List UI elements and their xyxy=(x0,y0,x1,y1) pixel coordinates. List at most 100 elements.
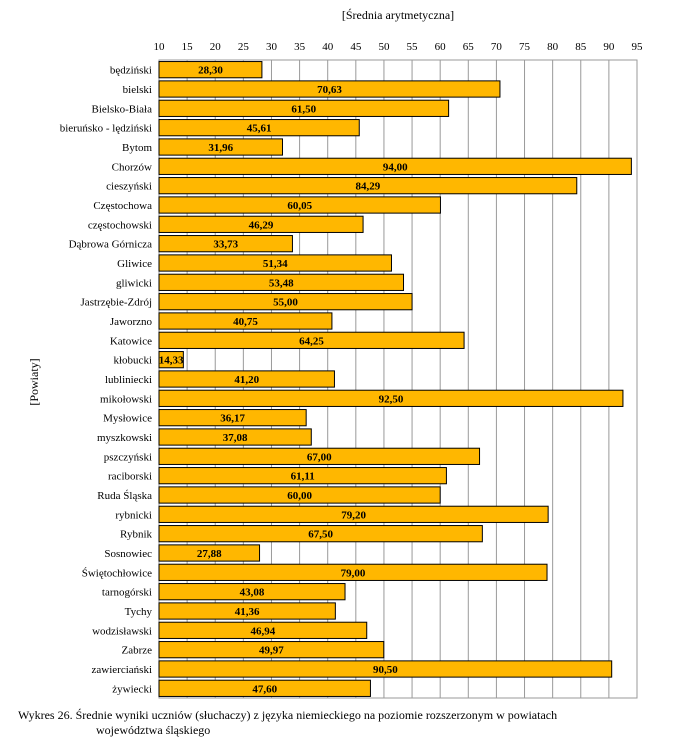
bar-value-label: 79,00 xyxy=(341,567,366,579)
bar-value-label: 67,50 xyxy=(308,529,333,541)
x-tick-label: 65 xyxy=(463,41,475,53)
bar-chart: [Średnia arytmetyczna] 10 15 20 25 30 35 40 45 5… xyxy=(27,8,644,699)
x-tick-label: 80 xyxy=(547,41,559,53)
x-tick-label: 95 xyxy=(632,41,644,53)
x-tick-label: 75 xyxy=(519,41,531,53)
bar xyxy=(158,621,368,639)
bar xyxy=(158,583,346,601)
bar xyxy=(158,235,293,253)
bar-value-label: 41,36 xyxy=(235,606,260,618)
x-tick-label: 10 xyxy=(154,41,166,53)
bar xyxy=(158,177,578,195)
bar-value-label: 92,50 xyxy=(379,393,404,405)
bar xyxy=(158,138,283,156)
bar xyxy=(158,544,261,562)
bar xyxy=(158,428,312,446)
bar-value-label: 84,29 xyxy=(356,181,381,193)
x-tick-label: 45 xyxy=(350,41,362,53)
bar xyxy=(158,80,501,98)
bar-value-label: 60,05 xyxy=(287,200,312,212)
category-label: cieszyński xyxy=(106,181,152,193)
bar-value-label: 28,30 xyxy=(198,65,223,77)
bar xyxy=(158,196,441,214)
category-label: myszkowski xyxy=(97,432,152,444)
bar-value-label: 47,60 xyxy=(252,683,277,695)
x-tick-label: 90 xyxy=(603,41,615,53)
bar-value-label: 64,25 xyxy=(299,335,324,347)
category-label: Chorzów xyxy=(112,161,152,173)
x-axis-title: [Średnia arytmetyczna] xyxy=(342,8,454,22)
category-label: pszczyński xyxy=(104,451,152,463)
bar xyxy=(158,351,184,369)
bar xyxy=(158,370,335,388)
bar xyxy=(158,119,360,137)
bar-value-label: 41,20 xyxy=(234,374,259,386)
bar-value-label: 79,20 xyxy=(341,509,366,521)
bar-value-label: 51,34 xyxy=(263,258,288,270)
bar xyxy=(158,273,405,291)
category-label: Tychy xyxy=(125,606,153,618)
category-label: bielski xyxy=(123,84,152,96)
category-label: Ruda Śląska xyxy=(97,490,152,502)
figure-caption: Wykres 26. Średnie wyniki uczniów (słuch… xyxy=(18,708,668,738)
category-label: Gliwice xyxy=(117,258,152,270)
category-label: raciborski xyxy=(108,471,152,483)
x-tick-label: 50 xyxy=(378,41,390,53)
x-tick-labels: 10 15 20 25 30 35 40 45 50 55 60 65 70 75 80 85 90 95 xyxy=(154,41,644,53)
bar xyxy=(158,525,483,543)
x-tick-label: 40 xyxy=(322,41,334,53)
x-tick-label: 55 xyxy=(407,41,419,53)
bar-value-label: 33,73 xyxy=(213,239,238,251)
bar-value-label: 31,96 xyxy=(208,142,233,154)
bar-value-label: 45,61 xyxy=(247,123,272,135)
bar-value-label: 61,11 xyxy=(291,471,315,483)
category-label: Dąbrowa Górnicza xyxy=(69,239,152,251)
bar xyxy=(158,99,450,117)
bar xyxy=(158,505,549,523)
bar-value-label: 49,97 xyxy=(259,645,284,657)
bar-value-label: 70,63 xyxy=(317,84,342,96)
category-label: wodzisławski xyxy=(92,625,152,637)
category-label: Bytom xyxy=(122,142,152,154)
category-label: Katowice xyxy=(110,335,152,347)
category-label: rybnicki xyxy=(115,509,152,521)
bar xyxy=(158,293,413,311)
bar-value-label: 46,94 xyxy=(250,625,275,637)
category-label: Jaworzno xyxy=(110,316,153,328)
category-label: Jastrzębie-Zdrój xyxy=(81,297,152,309)
category-label: gliwicki xyxy=(116,277,152,289)
category-label: Zabrze xyxy=(121,645,152,657)
category-label: częstochowski xyxy=(88,219,152,231)
bar-value-label: 61,50 xyxy=(291,103,316,115)
bar-value-label: 37,08 xyxy=(223,432,248,444)
bar-value-label: 46,29 xyxy=(249,219,274,231)
bar xyxy=(158,312,333,330)
category-label: Bielsko-Biała xyxy=(92,103,153,115)
bar-value-label: 53,48 xyxy=(269,277,294,289)
bar xyxy=(158,409,307,427)
bar xyxy=(158,389,624,407)
x-tick-label: 30 xyxy=(266,41,278,53)
category-label: tarnogórski xyxy=(102,587,152,599)
bar xyxy=(158,331,465,349)
x-tick-label: 70 xyxy=(491,41,503,53)
bar xyxy=(158,602,336,620)
caption-number: Wykres 26. xyxy=(18,708,73,722)
bar-value-label: 67,00 xyxy=(307,451,332,463)
bar-value-label: 43,08 xyxy=(240,587,265,599)
category-label: Mysłowice xyxy=(103,413,152,425)
bar xyxy=(158,679,371,697)
bar-value-label: 27,88 xyxy=(197,548,222,560)
category-label: żywiecki xyxy=(112,683,152,695)
x-tick-label: 85 xyxy=(575,41,587,53)
category-label: Rybnik xyxy=(120,529,152,541)
x-tick-label: 15 xyxy=(182,41,194,53)
bar-value-label: 55,00 xyxy=(273,297,298,309)
category-label: Świętochłowice xyxy=(82,567,152,579)
bar-value-label: 94,00 xyxy=(383,161,408,173)
caption-line2: województwa śląskiego xyxy=(96,723,211,737)
bar-value-label: 36,17 xyxy=(220,413,245,425)
bar-value-label: 90,50 xyxy=(373,664,398,676)
bar xyxy=(158,660,613,678)
